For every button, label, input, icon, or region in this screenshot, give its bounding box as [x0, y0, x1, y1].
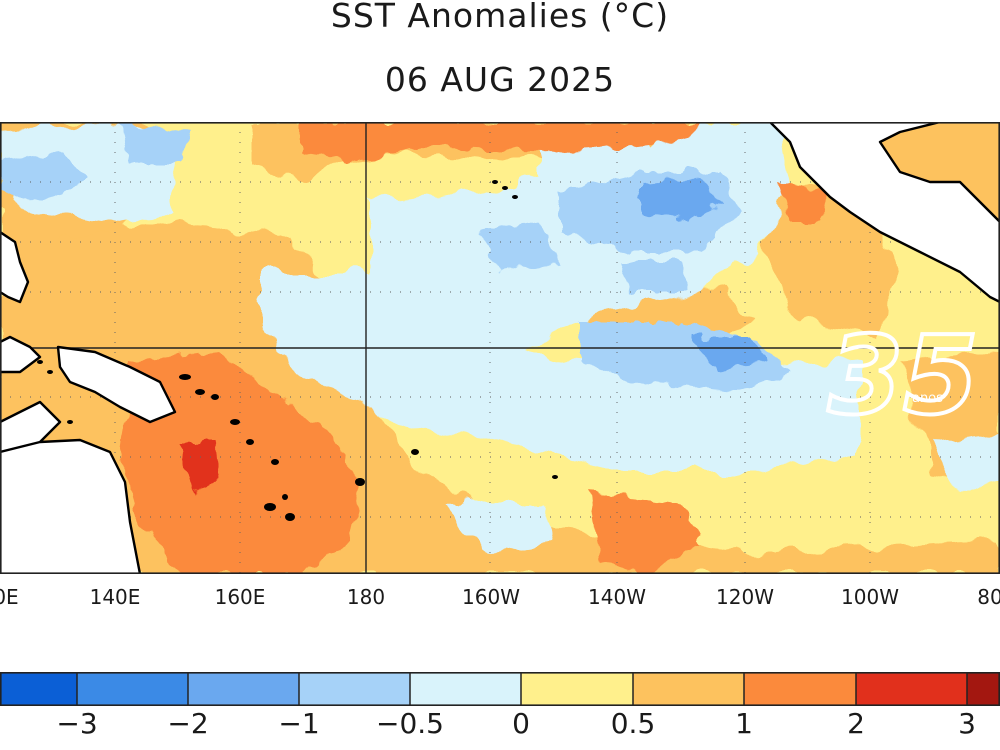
colorbar-tick-label: 3	[958, 707, 976, 740]
watermark-number: 35	[828, 318, 978, 430]
watermark-35-logo: 35 anos	[826, 318, 980, 430]
sst-anomaly-map	[0, 122, 1000, 574]
map-border	[0, 122, 1000, 574]
lon-label-160e: 160E	[214, 585, 266, 609]
map-grid	[0, 122, 1000, 574]
colorbar-tick-label: −3	[56, 707, 98, 740]
colorbar-tick-label: 1	[735, 707, 753, 740]
colorbar-tick-label: 0	[512, 707, 530, 740]
anomaly-field-very-hot	[180, 442, 220, 492]
lon-label-120w: 120W	[716, 585, 774, 609]
anomaly-field-colder	[640, 177, 770, 372]
colorbar-segment	[0, 672, 77, 706]
colorbar-segment	[967, 672, 1000, 706]
colorbar-segment	[188, 672, 299, 706]
colorbar-tick-label: 0.5	[610, 707, 656, 740]
colorbar-tick-label: −0.5	[376, 707, 444, 740]
colorbar	[0, 672, 1000, 706]
land	[0, 122, 1000, 574]
watermark-subtext: anos	[912, 391, 943, 406]
colorbar-tick-label: 2	[847, 707, 865, 740]
colorbar-segment	[77, 672, 188, 706]
lon-label-100w: 100W	[841, 585, 899, 609]
lon-label-180: 180	[346, 585, 386, 609]
colorbar-segment	[410, 672, 521, 706]
lon-label-80w: 80	[977, 585, 1000, 609]
colorbar-segment	[856, 672, 967, 706]
map-date: 06 AUG 2025	[384, 60, 616, 99]
islands	[37, 180, 558, 521]
lon-label-0e: 0E	[0, 585, 19, 609]
colorbar-tick-label: −2	[167, 707, 209, 740]
colorbar-segment	[633, 672, 744, 706]
colorbar-tick-label: −1	[278, 707, 320, 740]
lon-label-140e: 140E	[89, 585, 141, 609]
lon-label-160w: 160W	[462, 585, 520, 609]
map-title: SST Anomalies (°C)	[330, 0, 670, 35]
lon-label-140w: 140W	[588, 585, 646, 609]
colorbar-segment	[744, 672, 856, 706]
colorbar-segment	[521, 672, 633, 706]
colorbar-segment	[299, 672, 410, 706]
